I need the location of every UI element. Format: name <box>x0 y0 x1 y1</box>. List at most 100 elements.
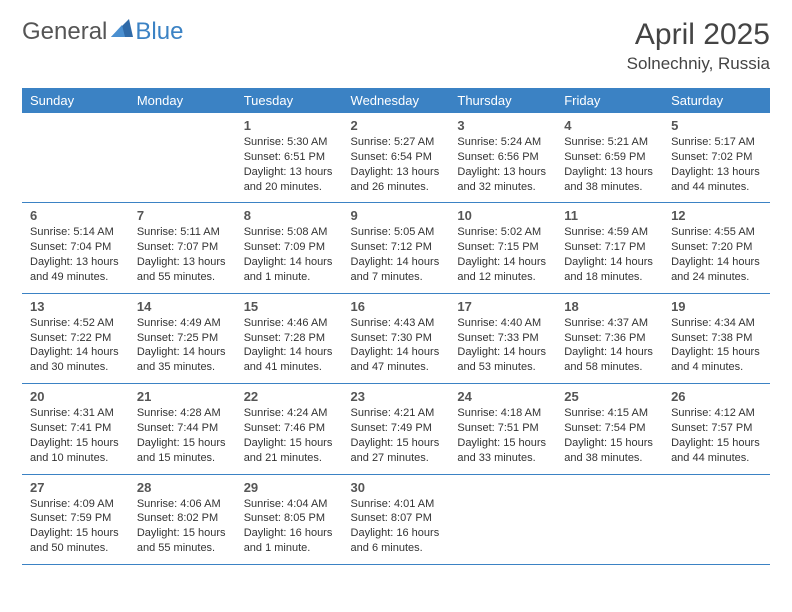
calendar-day-cell: 15 Sunrise: 4:46 AMSunset: 7:28 PMDayligh… <box>236 293 343 383</box>
day-details: Sunrise: 4:28 AMSunset: 7:44 PMDaylight:… <box>137 406 228 465</box>
day-header: Sunday <box>22 88 129 113</box>
day-number: 4 <box>564 118 655 133</box>
day-header: Monday <box>129 88 236 113</box>
calendar-day-cell <box>129 113 236 203</box>
day-details: Sunrise: 4:06 AMSunset: 8:02 PMDaylight:… <box>137 497 228 556</box>
location: Solnechniy, Russia <box>627 54 770 74</box>
day-number: 27 <box>30 480 121 495</box>
calendar-day-cell: 16 Sunrise: 4:43 AMSunset: 7:30 PMDayligh… <box>343 293 450 383</box>
calendar-week-row: 1 Sunrise: 5:30 AMSunset: 6:51 PMDaylight… <box>22 113 770 203</box>
calendar-day-cell <box>449 474 556 564</box>
day-details: Sunrise: 4:46 AMSunset: 7:28 PMDaylight:… <box>244 316 335 375</box>
calendar-day-cell: 8 Sunrise: 5:08 AMSunset: 7:09 PMDaylight… <box>236 203 343 293</box>
day-details: Sunrise: 5:17 AMSunset: 7:02 PMDaylight:… <box>671 135 762 194</box>
day-details: Sunrise: 5:05 AMSunset: 7:12 PMDaylight:… <box>351 225 442 284</box>
day-number: 17 <box>457 299 548 314</box>
calendar-day-cell: 10 Sunrise: 5:02 AMSunset: 7:15 PMDayligh… <box>449 203 556 293</box>
day-number: 9 <box>351 208 442 223</box>
calendar-day-cell: 27 Sunrise: 4:09 AMSunset: 7:59 PMDayligh… <box>22 474 129 564</box>
day-number: 28 <box>137 480 228 495</box>
day-number: 30 <box>351 480 442 495</box>
day-number: 18 <box>564 299 655 314</box>
calendar-day-cell: 19 Sunrise: 4:34 AMSunset: 7:38 PMDayligh… <box>663 293 770 383</box>
day-number: 26 <box>671 389 762 404</box>
logo: General Blue <box>22 18 183 46</box>
day-details: Sunrise: 4:37 AMSunset: 7:36 PMDaylight:… <box>564 316 655 375</box>
calendar-day-cell: 7 Sunrise: 5:11 AMSunset: 7:07 PMDaylight… <box>129 203 236 293</box>
day-header: Saturday <box>663 88 770 113</box>
calendar-day-cell: 9 Sunrise: 5:05 AMSunset: 7:12 PMDaylight… <box>343 203 450 293</box>
day-details: Sunrise: 5:24 AMSunset: 6:56 PMDaylight:… <box>457 135 548 194</box>
calendar-day-cell: 18 Sunrise: 4:37 AMSunset: 7:36 PMDayligh… <box>556 293 663 383</box>
day-details: Sunrise: 4:09 AMSunset: 7:59 PMDaylight:… <box>30 497 121 556</box>
calendar-day-cell: 28 Sunrise: 4:06 AMSunset: 8:02 PMDayligh… <box>129 474 236 564</box>
calendar-day-cell: 4Sunrise: 5:21 AMSunset: 6:59 PMDaylight… <box>556 113 663 203</box>
day-number: 10 <box>457 208 548 223</box>
day-number: 11 <box>564 208 655 223</box>
day-number: 19 <box>671 299 762 314</box>
day-header: Friday <box>556 88 663 113</box>
calendar-table: Sunday Monday Tuesday Wednesday Thursday… <box>22 88 770 565</box>
logo-text-blue: Blue <box>135 18 183 46</box>
day-details: Sunrise: 4:12 AMSunset: 7:57 PMDaylight:… <box>671 406 762 465</box>
day-details: Sunrise: 5:30 AMSunset: 6:51 PMDaylight:… <box>244 135 335 194</box>
logo-text-general: General <box>22 18 107 46</box>
calendar-day-cell: 24 Sunrise: 4:18 AMSunset: 7:51 PMDayligh… <box>449 384 556 474</box>
day-number: 1 <box>244 118 335 133</box>
day-details: Sunrise: 4:15 AMSunset: 7:54 PMDaylight:… <box>564 406 655 465</box>
day-details: Sunrise: 4:55 AMSunset: 7:20 PMDaylight:… <box>671 225 762 284</box>
calendar-day-cell: 12Sunrise: 4:55 AMSunset: 7:20 PMDayligh… <box>663 203 770 293</box>
day-header: Wednesday <box>343 88 450 113</box>
calendar-body: 1 Sunrise: 5:30 AMSunset: 6:51 PMDaylight… <box>22 113 770 564</box>
day-number: 8 <box>244 208 335 223</box>
triangle-icon <box>111 19 133 42</box>
day-details: Sunrise: 4:40 AMSunset: 7:33 PMDaylight:… <box>457 316 548 375</box>
day-number: 15 <box>244 299 335 314</box>
day-details: Sunrise: 5:08 AMSunset: 7:09 PMDaylight:… <box>244 225 335 284</box>
day-details: Sunrise: 4:34 AMSunset: 7:38 PMDaylight:… <box>671 316 762 375</box>
day-number: 20 <box>30 389 121 404</box>
day-details: Sunrise: 4:18 AMSunset: 7:51 PMDaylight:… <box>457 406 548 465</box>
calendar-day-cell: 21 Sunrise: 4:28 AMSunset: 7:44 PMDayligh… <box>129 384 236 474</box>
calendar-day-cell: 6Sunrise: 5:14 AMSunset: 7:04 PMDaylight… <box>22 203 129 293</box>
day-details: Sunrise: 5:02 AMSunset: 7:15 PMDaylight:… <box>457 225 548 284</box>
calendar-day-cell: 20 Sunrise: 4:31 AMSunset: 7:41 PMDayligh… <box>22 384 129 474</box>
day-number: 21 <box>137 389 228 404</box>
day-number: 22 <box>244 389 335 404</box>
day-details: Sunrise: 4:31 AMSunset: 7:41 PMDaylight:… <box>30 406 121 465</box>
day-details: Sunrise: 4:24 AMSunset: 7:46 PMDaylight:… <box>244 406 335 465</box>
month-title: April 2025 <box>627 18 770 52</box>
calendar-day-cell: 11Sunrise: 4:59 AMSunset: 7:17 PMDayligh… <box>556 203 663 293</box>
calendar-day-cell: 25Sunrise: 4:15 AMSunset: 7:54 PMDayligh… <box>556 384 663 474</box>
calendar-week-row: 27 Sunrise: 4:09 AMSunset: 7:59 PMDayligh… <box>22 474 770 564</box>
calendar-week-row: 6Sunrise: 5:14 AMSunset: 7:04 PMDaylight… <box>22 203 770 293</box>
day-number: 5 <box>671 118 762 133</box>
day-details: Sunrise: 4:21 AMSunset: 7:49 PMDaylight:… <box>351 406 442 465</box>
calendar-day-cell: 13Sunrise: 4:52 AMSunset: 7:22 PMDayligh… <box>22 293 129 383</box>
day-number: 7 <box>137 208 228 223</box>
day-number: 16 <box>351 299 442 314</box>
calendar-day-cell: 14 Sunrise: 4:49 AMSunset: 7:25 PMDayligh… <box>129 293 236 383</box>
calendar-day-cell: 23 Sunrise: 4:21 AMSunset: 7:49 PMDayligh… <box>343 384 450 474</box>
day-details: Sunrise: 4:43 AMSunset: 7:30 PMDaylight:… <box>351 316 442 375</box>
day-details: Sunrise: 4:49 AMSunset: 7:25 PMDaylight:… <box>137 316 228 375</box>
calendar-day-cell <box>22 113 129 203</box>
day-details: Sunrise: 5:11 AMSunset: 7:07 PMDaylight:… <box>137 225 228 284</box>
day-number: 3 <box>457 118 548 133</box>
day-number: 2 <box>351 118 442 133</box>
day-number: 14 <box>137 299 228 314</box>
day-header: Tuesday <box>236 88 343 113</box>
calendar-day-cell: 22 Sunrise: 4:24 AMSunset: 7:46 PMDayligh… <box>236 384 343 474</box>
day-number: 13 <box>30 299 121 314</box>
calendar-week-row: 13Sunrise: 4:52 AMSunset: 7:22 PMDayligh… <box>22 293 770 383</box>
day-number: 23 <box>351 389 442 404</box>
day-details: Sunrise: 4:04 AMSunset: 8:05 PMDaylight:… <box>244 497 335 556</box>
calendar-day-cell: 26 Sunrise: 4:12 AMSunset: 7:57 PMDayligh… <box>663 384 770 474</box>
calendar-day-cell: 29 Sunrise: 4:04 AMSunset: 8:05 PMDayligh… <box>236 474 343 564</box>
day-header: Thursday <box>449 88 556 113</box>
calendar-day-cell <box>663 474 770 564</box>
day-details: Sunrise: 4:01 AMSunset: 8:07 PMDaylight:… <box>351 497 442 556</box>
calendar-day-cell <box>556 474 663 564</box>
day-number: 24 <box>457 389 548 404</box>
day-number: 29 <box>244 480 335 495</box>
